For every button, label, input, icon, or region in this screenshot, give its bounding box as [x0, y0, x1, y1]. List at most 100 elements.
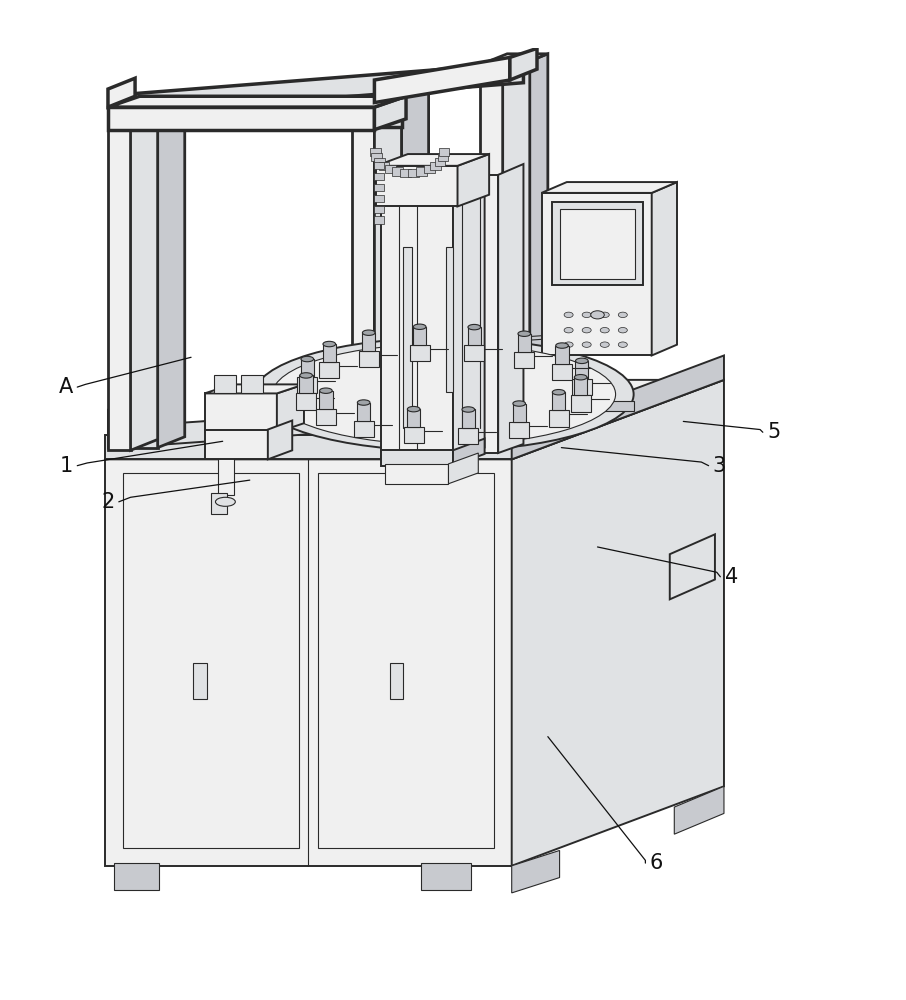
- Polygon shape: [374, 57, 510, 103]
- Polygon shape: [572, 379, 592, 395]
- Polygon shape: [409, 169, 419, 177]
- Polygon shape: [296, 393, 316, 410]
- Polygon shape: [552, 392, 565, 410]
- Polygon shape: [158, 103, 185, 448]
- Polygon shape: [268, 421, 293, 459]
- Polygon shape: [560, 209, 635, 279]
- Polygon shape: [323, 344, 336, 362]
- Polygon shape: [453, 190, 485, 459]
- Polygon shape: [108, 96, 406, 107]
- Polygon shape: [374, 158, 385, 166]
- Text: 2: 2: [101, 492, 114, 512]
- Polygon shape: [374, 96, 406, 130]
- Polygon shape: [438, 153, 448, 161]
- Polygon shape: [108, 401, 135, 428]
- Polygon shape: [503, 54, 530, 396]
- Text: 1: 1: [60, 456, 73, 476]
- Polygon shape: [512, 850, 560, 893]
- Ellipse shape: [618, 327, 627, 333]
- Polygon shape: [218, 457, 235, 495]
- Polygon shape: [114, 863, 159, 890]
- Polygon shape: [373, 195, 384, 202]
- Ellipse shape: [513, 401, 525, 406]
- Ellipse shape: [564, 327, 573, 333]
- Ellipse shape: [555, 343, 568, 348]
- Polygon shape: [480, 54, 530, 65]
- Polygon shape: [448, 453, 478, 484]
- Polygon shape: [130, 105, 158, 450]
- Ellipse shape: [518, 331, 531, 336]
- Polygon shape: [385, 165, 396, 173]
- Ellipse shape: [564, 342, 573, 347]
- Polygon shape: [205, 393, 277, 432]
- Polygon shape: [392, 167, 403, 176]
- Polygon shape: [373, 162, 384, 169]
- Polygon shape: [458, 154, 489, 206]
- Polygon shape: [135, 103, 185, 113]
- Text: A: A: [59, 377, 73, 397]
- Polygon shape: [241, 375, 264, 393]
- Polygon shape: [105, 435, 512, 459]
- Polygon shape: [525, 54, 548, 394]
- Polygon shape: [300, 375, 313, 393]
- Polygon shape: [379, 86, 401, 417]
- Polygon shape: [352, 78, 401, 89]
- Polygon shape: [410, 345, 429, 361]
- Ellipse shape: [216, 497, 236, 506]
- Ellipse shape: [583, 312, 592, 318]
- Polygon shape: [316, 409, 336, 425]
- Polygon shape: [373, 206, 384, 213]
- Polygon shape: [277, 384, 304, 432]
- Polygon shape: [430, 162, 440, 170]
- Ellipse shape: [601, 312, 609, 318]
- Ellipse shape: [323, 341, 335, 347]
- Polygon shape: [575, 361, 589, 379]
- Polygon shape: [467, 327, 481, 345]
- Polygon shape: [385, 464, 448, 484]
- Ellipse shape: [255, 338, 633, 451]
- Polygon shape: [512, 355, 724, 459]
- Ellipse shape: [618, 342, 627, 347]
- Polygon shape: [503, 336, 544, 342]
- Ellipse shape: [575, 358, 588, 364]
- Polygon shape: [413, 327, 427, 345]
- Polygon shape: [403, 247, 412, 428]
- Polygon shape: [353, 421, 373, 437]
- Polygon shape: [381, 450, 453, 466]
- Polygon shape: [297, 377, 317, 393]
- Polygon shape: [462, 409, 475, 428]
- Polygon shape: [480, 65, 503, 396]
- Polygon shape: [193, 663, 207, 699]
- Polygon shape: [379, 75, 429, 86]
- Ellipse shape: [300, 373, 313, 378]
- Polygon shape: [373, 173, 384, 180]
- Polygon shape: [317, 473, 494, 848]
- Polygon shape: [542, 193, 651, 355]
- Polygon shape: [123, 473, 300, 848]
- Polygon shape: [108, 105, 158, 116]
- Polygon shape: [135, 63, 524, 113]
- Ellipse shape: [273, 344, 615, 445]
- Ellipse shape: [362, 330, 375, 335]
- Polygon shape: [352, 89, 374, 419]
- Polygon shape: [400, 169, 411, 177]
- Polygon shape: [379, 162, 390, 170]
- Ellipse shape: [583, 342, 592, 347]
- Polygon shape: [498, 164, 524, 453]
- Polygon shape: [319, 391, 333, 409]
- Polygon shape: [319, 362, 339, 378]
- Polygon shape: [214, 375, 236, 393]
- Text: 3: 3: [713, 456, 726, 476]
- Polygon shape: [373, 216, 384, 224]
- Polygon shape: [424, 165, 435, 173]
- Ellipse shape: [320, 388, 333, 393]
- Polygon shape: [404, 427, 424, 443]
- Polygon shape: [674, 786, 724, 834]
- Ellipse shape: [301, 356, 313, 362]
- Polygon shape: [135, 104, 401, 127]
- Polygon shape: [253, 401, 633, 411]
- Ellipse shape: [408, 406, 420, 412]
- Polygon shape: [370, 148, 381, 156]
- Text: 4: 4: [725, 567, 737, 587]
- Polygon shape: [371, 153, 381, 161]
